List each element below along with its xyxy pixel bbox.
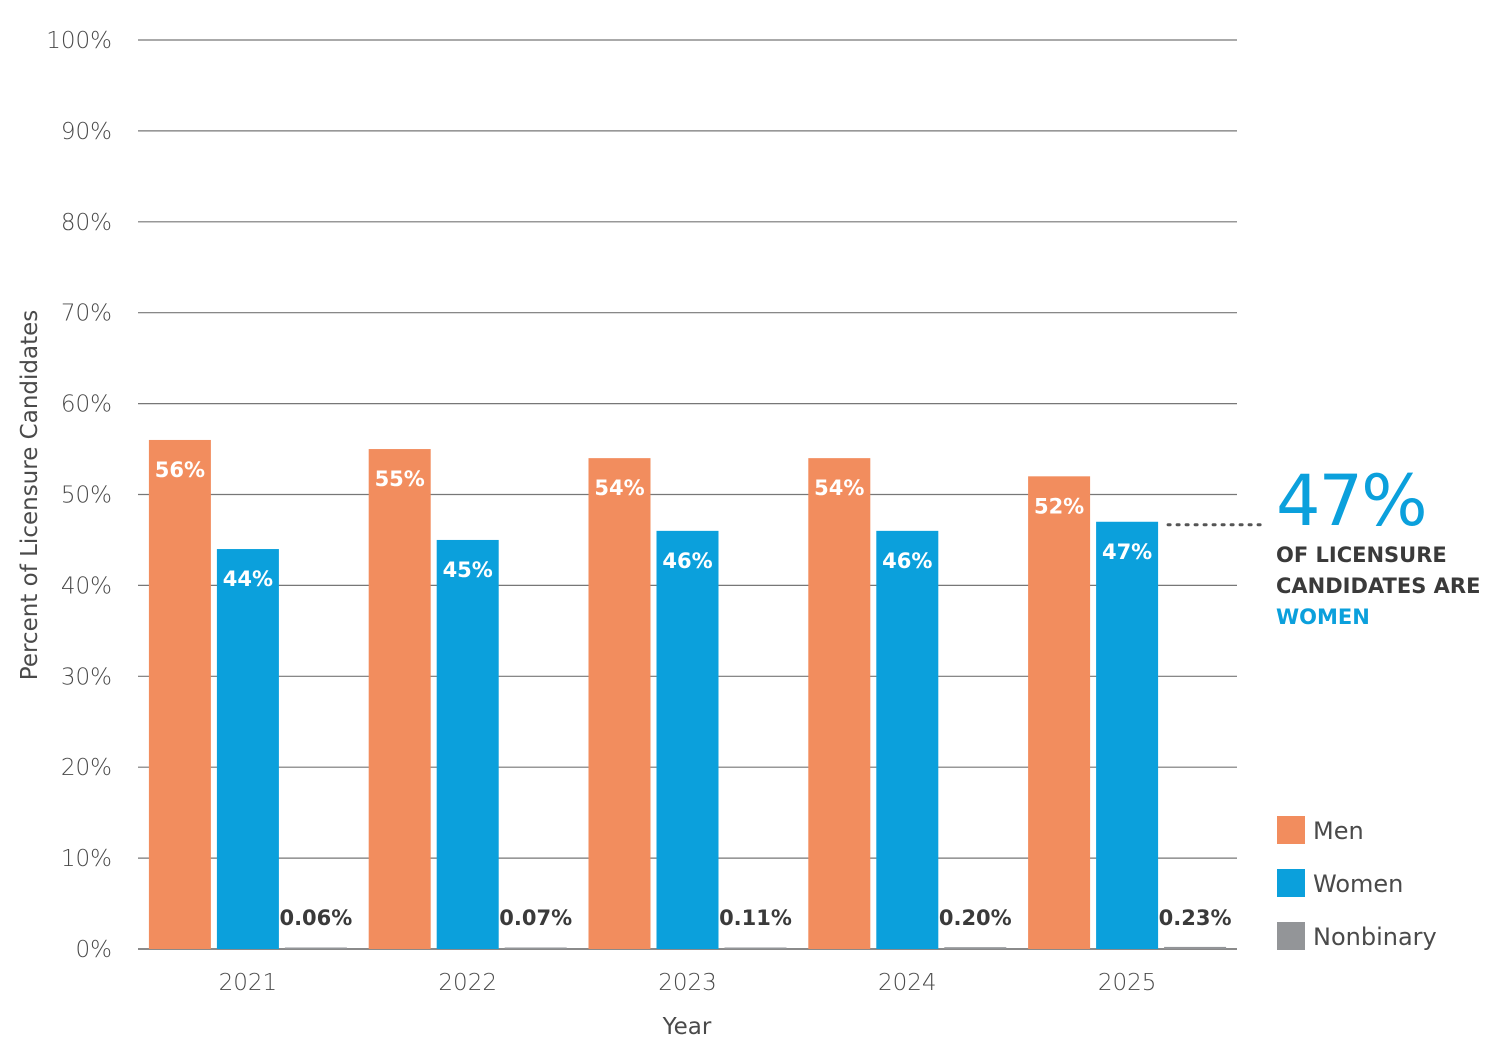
bar-nonbinary-2023 [724, 947, 787, 949]
bar-nonbinary-2021 [284, 947, 347, 949]
x-tick-label: 2022 [438, 970, 497, 996]
data-label-women-2024: 46% [882, 549, 932, 573]
y-axis-title: Percent of Licensure Candidates [17, 310, 43, 680]
data-label-nonbinary-2022: 0.07% [499, 906, 572, 930]
legend: Men Women Nonbinary [1277, 816, 1437, 951]
bar-men-2023 [588, 458, 651, 949]
x-tick-label: 2025 [1098, 970, 1157, 996]
bar-nonbinary-2024 [944, 947, 1007, 949]
data-label-women-2025: 47% [1102, 540, 1152, 564]
callout-line-3: WOMEN [1276, 605, 1370, 629]
data-label-men-2021: 56% [155, 458, 205, 482]
x-tick-label: 2024 [878, 970, 937, 996]
callout-line-2: CANDIDATES ARE [1276, 574, 1481, 598]
bar-nonbinary-2022 [504, 947, 567, 949]
legend-swatch-nonbinary [1277, 922, 1305, 950]
data-label-women-2023: 46% [662, 549, 712, 573]
y-tick-label: 10% [61, 846, 112, 872]
bar-women-2022 [436, 539, 499, 949]
bar-men-2021 [148, 439, 211, 949]
y-tick-label: 90% [61, 119, 112, 145]
legend-label-men: Men [1313, 817, 1364, 845]
bar-men-2025 [1028, 476, 1091, 949]
x-tick-label: 2021 [219, 970, 278, 996]
bar-women-2025 [1096, 521, 1159, 949]
data-label-men-2024: 54% [814, 476, 864, 500]
y-tick-label: 0% [76, 937, 113, 963]
data-label-men-2025: 52% [1034, 494, 1084, 518]
bar-women-2023 [656, 530, 719, 949]
callout-line-1: OF LICENSURE [1276, 543, 1447, 567]
data-label-women-2022: 45% [443, 558, 493, 582]
bar-nonbinary-2025 [1164, 946, 1227, 949]
bar-men-2022 [368, 449, 431, 949]
x-axis-ticks: 2021 2022 2023 2024 2025 [219, 970, 1157, 996]
y-tick-label: 80% [61, 210, 112, 236]
y-tick-label: 40% [61, 573, 112, 599]
data-label-men-2022: 55% [375, 467, 425, 491]
data-label-nonbinary-2025: 0.23% [1159, 906, 1232, 930]
x-axis-title: Year [662, 1014, 712, 1040]
y-axis-ticks: 0% 10% 20% 30% 40% 50% 60% 70% 80% 90% 100% [46, 28, 112, 963]
y-tick-label: 30% [61, 664, 112, 690]
bar-women-2021 [216, 549, 279, 949]
data-label-men-2023: 54% [594, 476, 644, 500]
data-label-women-2021: 44% [223, 567, 273, 591]
bar-men-2024 [808, 458, 871, 949]
x-tick-label: 2023 [658, 970, 717, 996]
y-tick-label: 70% [61, 301, 112, 327]
legend-swatch-women [1277, 869, 1305, 897]
y-tick-label: 20% [61, 755, 112, 781]
y-tick-label: 100% [46, 28, 112, 54]
women-share-callout: 47% OF LICENSURE CANDIDATES ARE WOMEN [1276, 462, 1500, 633]
legend-label-women: Women [1313, 870, 1403, 898]
bar-women-2024 [876, 530, 939, 949]
data-label-nonbinary-2023: 0.11% [719, 906, 792, 930]
legend-label-nonbinary: Nonbinary [1313, 923, 1437, 951]
data-label-nonbinary-2021: 0.06% [279, 906, 352, 930]
data-label-nonbinary-2024: 0.20% [939, 906, 1012, 930]
y-tick-label: 60% [61, 392, 112, 418]
callout-value: 47% [1276, 460, 1428, 542]
y-tick-label: 50% [61, 483, 112, 509]
legend-swatch-men [1277, 816, 1305, 844]
bars: 56% 44% 0.06% 55% 45% 0.07% 54% 46% 0.11% 54% 46% 0… [148, 439, 1232, 949]
